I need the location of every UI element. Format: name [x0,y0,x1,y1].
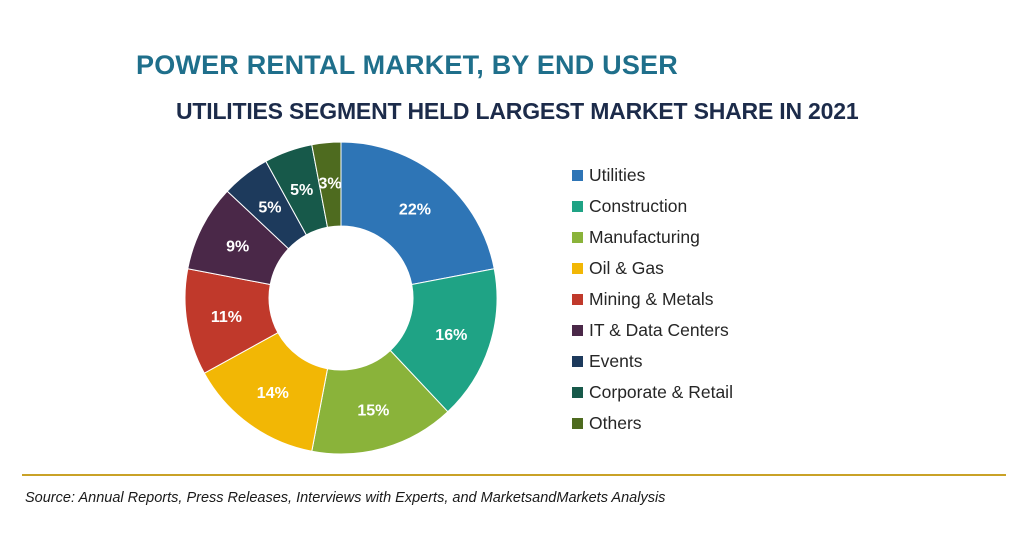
legend-swatch [572,263,583,274]
legend-swatch [572,325,583,336]
slice-label-manufacturing: 15% [357,402,389,419]
slice-manufacturing [311,349,449,455]
slice-oil-gas [203,332,329,452]
slice-label-oil-gas: 14% [257,385,289,402]
legend-item: Corporate & Retail [572,377,733,408]
legend-label: Utilities [589,165,646,185]
legend-label: Construction [589,196,688,216]
donut-slice-labels: 22% 16% 15% 14% 11% 9% 5% 5% 3% [211,176,467,420]
legend-label: Others [589,413,642,433]
chart-subtitle: UTILITIES SEGMENT HELD LARGEST MARKET SH… [176,98,859,124]
donut-chart: 22% 16% 15% 14% 11% 9% 5% 5% 3% [184,141,498,455]
slice-label-construction: 16% [435,327,467,344]
legend-swatch [572,387,583,398]
slice-others [311,141,342,228]
source-note: Source: Annual Reports, Press Releases, … [25,490,666,506]
slice-label-others: 3% [319,176,342,193]
slice-label-utilities: 22% [399,202,431,219]
legend-label: Manufacturing [589,227,700,247]
legend-label: Events [589,351,643,371]
legend-item: Manufacturing [572,222,733,253]
legend-label: IT & Data Centers [589,320,729,340]
legend-item: Mining & Metals [572,284,733,315]
slice-label-it-data-centers: 9% [226,238,249,255]
legend-label: Oil & Gas [589,258,664,278]
legend-label: Mining & Metals [589,289,714,309]
legend-swatch [572,418,583,429]
legend-item: Others [572,408,733,439]
legend-swatch [572,294,583,305]
legend-swatch [572,201,583,212]
legend-swatch [572,170,583,181]
legend-item: Construction [572,191,733,222]
slice-construction [389,268,498,413]
donut-slices [184,141,498,455]
legend-label: Corporate & Retail [589,382,733,402]
slice-label-mining-metals: 11% [211,309,242,326]
slice-utilities [340,141,495,286]
legend-item: Oil & Gas [572,253,733,284]
footer-divider [22,474,1006,476]
legend-swatch [572,356,583,367]
legend-item: Utilities [572,160,733,191]
slice-label-corporate-retail: 5% [290,182,313,199]
legend-item: IT & Data Centers [572,315,733,346]
chart-title: POWER RENTAL MARKET, BY END USER [136,50,678,80]
chart-legend: Utilities Construction Manufacturing Oil & … [572,160,733,439]
legend-item: Events [572,346,733,377]
slice-label-events: 5% [258,199,281,216]
legend-swatch [572,232,583,243]
